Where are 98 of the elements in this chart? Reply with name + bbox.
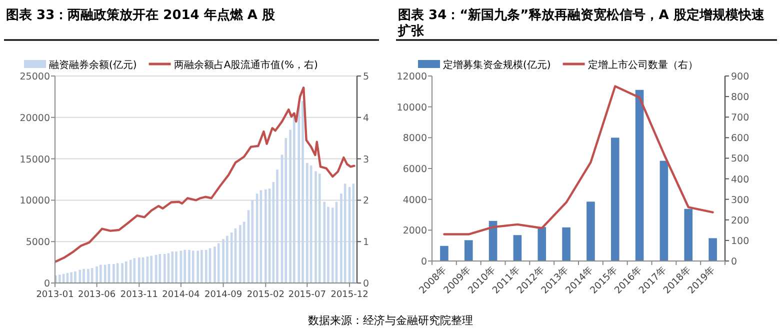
y2-tick-label: 200	[731, 215, 750, 226]
bar	[70, 272, 72, 283]
bar	[188, 250, 190, 283]
bar	[192, 250, 194, 283]
bar	[239, 225, 242, 283]
bar	[171, 252, 174, 283]
y-tick-label: 8000	[402, 133, 427, 144]
y2-tick-label: 0	[731, 256, 738, 268]
source-note: 数据来源：经济与金融研究院整理	[308, 314, 473, 327]
y-tick-label: 6000	[402, 164, 427, 175]
legend-label: 融资融券余额(亿元)	[49, 59, 137, 71]
bar	[150, 256, 152, 283]
y2-tick-label: 3	[363, 154, 370, 166]
bar	[121, 263, 124, 283]
bar	[708, 238, 717, 261]
x-tick-label: 2013-11	[120, 290, 158, 300]
y-tick-label: 4000	[402, 194, 427, 206]
x-tick-label: 2015-02	[246, 290, 284, 300]
legend-label: 定增募集资金规模(亿元)	[443, 59, 551, 71]
y2-tick-label: 2	[363, 196, 370, 207]
y-tick-label: 15000	[20, 154, 50, 166]
bar	[344, 184, 346, 283]
bar	[635, 90, 644, 261]
y-tick-label: 25000	[20, 72, 50, 82]
bar	[58, 274, 61, 283]
bar	[660, 160, 668, 261]
bar	[538, 227, 546, 261]
bar	[464, 240, 473, 261]
y-tick-label: 2000	[402, 226, 427, 237]
bar	[230, 232, 233, 283]
bar	[488, 220, 498, 261]
y2-tick-label: 300	[731, 194, 750, 206]
bar	[214, 246, 216, 283]
line-series	[54, 86, 356, 263]
y2-tick-label: 5	[363, 72, 370, 82]
bar	[226, 236, 228, 283]
y2-tick-label: 800	[731, 92, 750, 104]
y2-tick-label: 700	[731, 112, 750, 124]
bar	[440, 246, 448, 261]
bar	[200, 250, 203, 283]
x-tick-label: 2015-07	[288, 290, 326, 300]
bar	[124, 261, 128, 283]
y2-tick-label: 400	[731, 174, 750, 186]
bar	[318, 174, 321, 283]
bar	[87, 268, 90, 283]
bar	[306, 162, 308, 283]
y-tick-label: 10000	[396, 102, 427, 114]
line-series	[443, 85, 714, 236]
bar	[562, 227, 570, 261]
bar	[96, 266, 98, 283]
y-tick-label: 20000	[20, 112, 50, 124]
y-tick-label: 5000	[26, 237, 50, 248]
y2-tick-label: 900	[731, 72, 750, 82]
bar	[82, 268, 85, 283]
y-tick-label: 10000	[20, 196, 50, 207]
bar	[163, 254, 166, 283]
bar	[276, 170, 278, 283]
y2-tick-label: 500	[731, 154, 750, 165]
bar	[264, 189, 267, 283]
y2-tick-label: 1	[363, 237, 370, 248]
x-tick-label: 2013-01	[36, 290, 74, 300]
bar	[513, 235, 522, 261]
bar	[302, 100, 304, 283]
legend-label: 两融余额占A股流通市值(%，右)	[174, 59, 318, 71]
x-tick-label: 2013-06	[78, 290, 116, 300]
bar	[138, 257, 140, 283]
bar	[112, 264, 115, 283]
bar	[175, 252, 178, 283]
bar	[100, 264, 102, 283]
bar	[222, 239, 224, 283]
chart-title: 图表 33：两融政策放开在 2014 年点燃 A 股	[6, 7, 276, 23]
bar	[684, 208, 693, 261]
chart-title: 图表 34：“新国九条”释放再融资宽松信号，A 股定增规模快速扩张	[397, 7, 766, 39]
y-tick-label: 0	[420, 256, 427, 268]
bar	[184, 250, 186, 283]
y-tick-label: 12000	[396, 72, 427, 82]
y2-tick-label: 600	[731, 133, 750, 144]
x-tick-label: 2014-04	[162, 290, 200, 300]
y2-tick-label: 0	[363, 278, 370, 290]
y-tick-label: 0	[44, 278, 50, 290]
bar	[284, 138, 288, 283]
bar	[352, 184, 355, 283]
bar	[586, 202, 595, 261]
bar	[104, 264, 106, 283]
legend-label: 定增上市公司数量（右）	[588, 59, 698, 71]
bar	[298, 104, 300, 283]
bar	[251, 200, 254, 283]
bar	[74, 271, 76, 283]
x-tick-label: 2014-09	[204, 290, 242, 300]
bar	[314, 171, 317, 283]
y2-tick-label: 4	[363, 112, 370, 124]
bar	[610, 138, 620, 261]
y2-tick-label: 100	[731, 236, 750, 247]
bar	[323, 202, 326, 283]
bar	[196, 250, 199, 283]
bar	[204, 250, 208, 283]
bar	[293, 113, 296, 283]
x-tick-label: 2015-12	[330, 290, 368, 300]
